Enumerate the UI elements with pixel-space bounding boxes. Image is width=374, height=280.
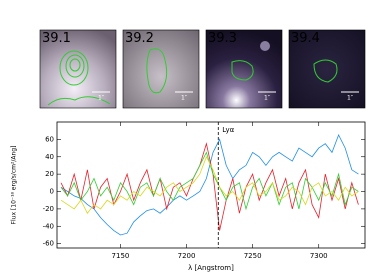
x-tick-label: 7300 [310,252,328,260]
contour [59,50,89,86]
source [260,41,270,51]
stamp-label: 39.4 [291,31,320,46]
axes-frame [56,121,366,249]
stamps [39,29,366,109]
y-tick-label: 20 [45,170,54,178]
stamp-label: 39.2 [125,31,154,46]
stamp-image [122,29,200,109]
lya-label: Lyα [222,126,234,134]
x-axis-label: λ [Angstrom] [188,264,234,272]
stamp-label: 39.1 [42,31,71,46]
stamp-image [288,29,366,109]
x-tick-label: 7200 [178,252,196,260]
contour [231,60,254,81]
contour [65,54,85,78]
y-tick-label: 60 [45,135,54,143]
y-tick-label: -60 [43,240,54,248]
stamp-image [39,29,117,109]
y-tick-label: 0 [50,188,54,196]
contour [69,58,81,72]
spectrum-line [60,155,359,214]
scale-label: 1″ [181,95,188,102]
scale-label: 1″ [98,95,105,102]
scale-label: 1″ [347,95,354,102]
stamp-label: 39.3 [208,31,237,46]
y-tick-label: 40 [45,153,54,161]
x-tick-label: 7150 [112,252,130,260]
contour [47,96,111,106]
scale-label: 1″ [264,95,271,102]
y-axis-label: Flux [10⁻¹⁸ erg/s/cm²/Ang] [11,146,18,225]
plot-area [56,121,366,249]
contour [146,48,168,94]
x-tick-label: 7250 [244,252,262,260]
contour [313,59,338,83]
y-tick-label: -40 [43,222,54,230]
spectrum-line [60,134,359,236]
stamp-image [205,29,283,109]
y-tick-label: -20 [43,205,54,213]
spectrum-line [60,142,359,231]
